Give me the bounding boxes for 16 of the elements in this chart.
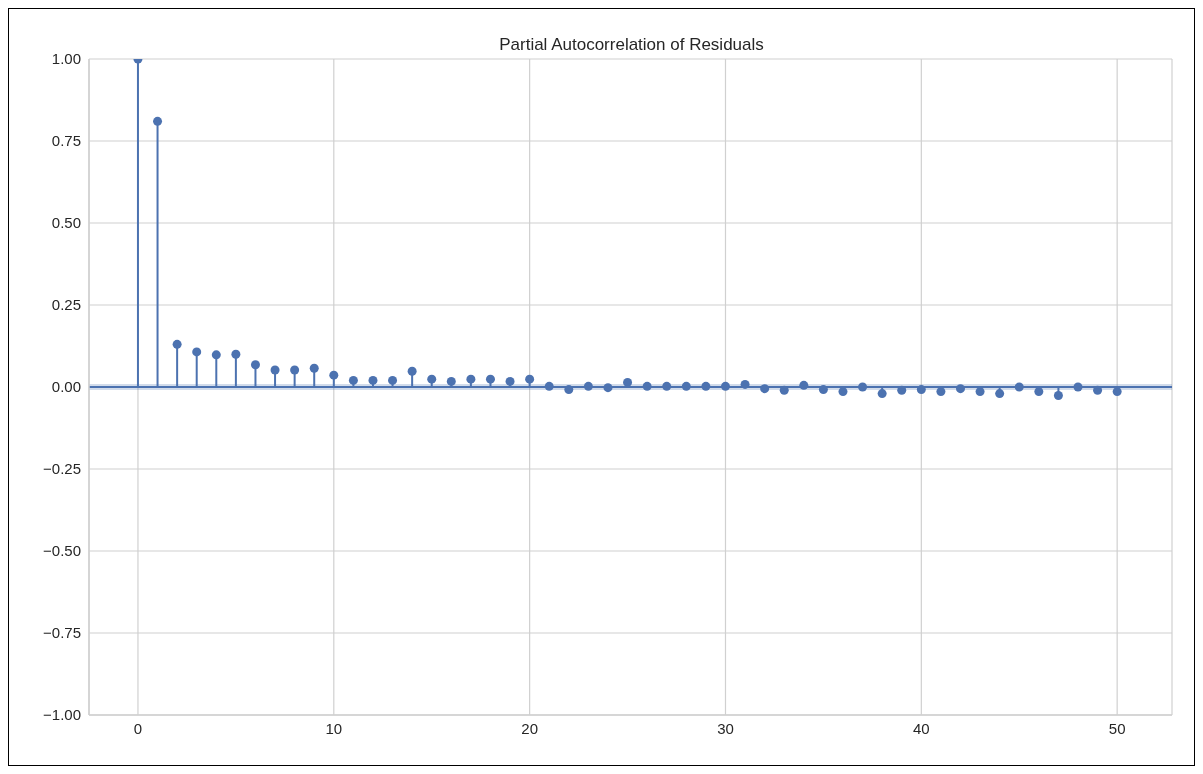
y-tick-label: 0.75: [51, 132, 81, 150]
x-tick-label: 20: [521, 719, 538, 737]
y-tick-label: 1.00: [51, 50, 81, 68]
y-tick-label: −1.00: [43, 706, 81, 724]
y-tick-label: −0.50: [43, 542, 81, 560]
y-tick-label: −0.25: [43, 460, 81, 478]
x-tick-label: 30: [717, 719, 734, 737]
y-tick-label: 0.50: [51, 214, 81, 232]
x-tick-label: 10: [325, 719, 343, 737]
x-tick-label: 0: [133, 719, 143, 737]
chart-title: Partial Autocorrelation of Residuals: [498, 35, 765, 55]
y-tick-label: −0.75: [43, 624, 81, 642]
x-tick-label: 40: [912, 719, 930, 737]
x-tick-label: 50: [1108, 719, 1126, 737]
y-tick-label: 0.25: [51, 296, 81, 314]
y-tick-label: 0.00: [51, 378, 81, 396]
